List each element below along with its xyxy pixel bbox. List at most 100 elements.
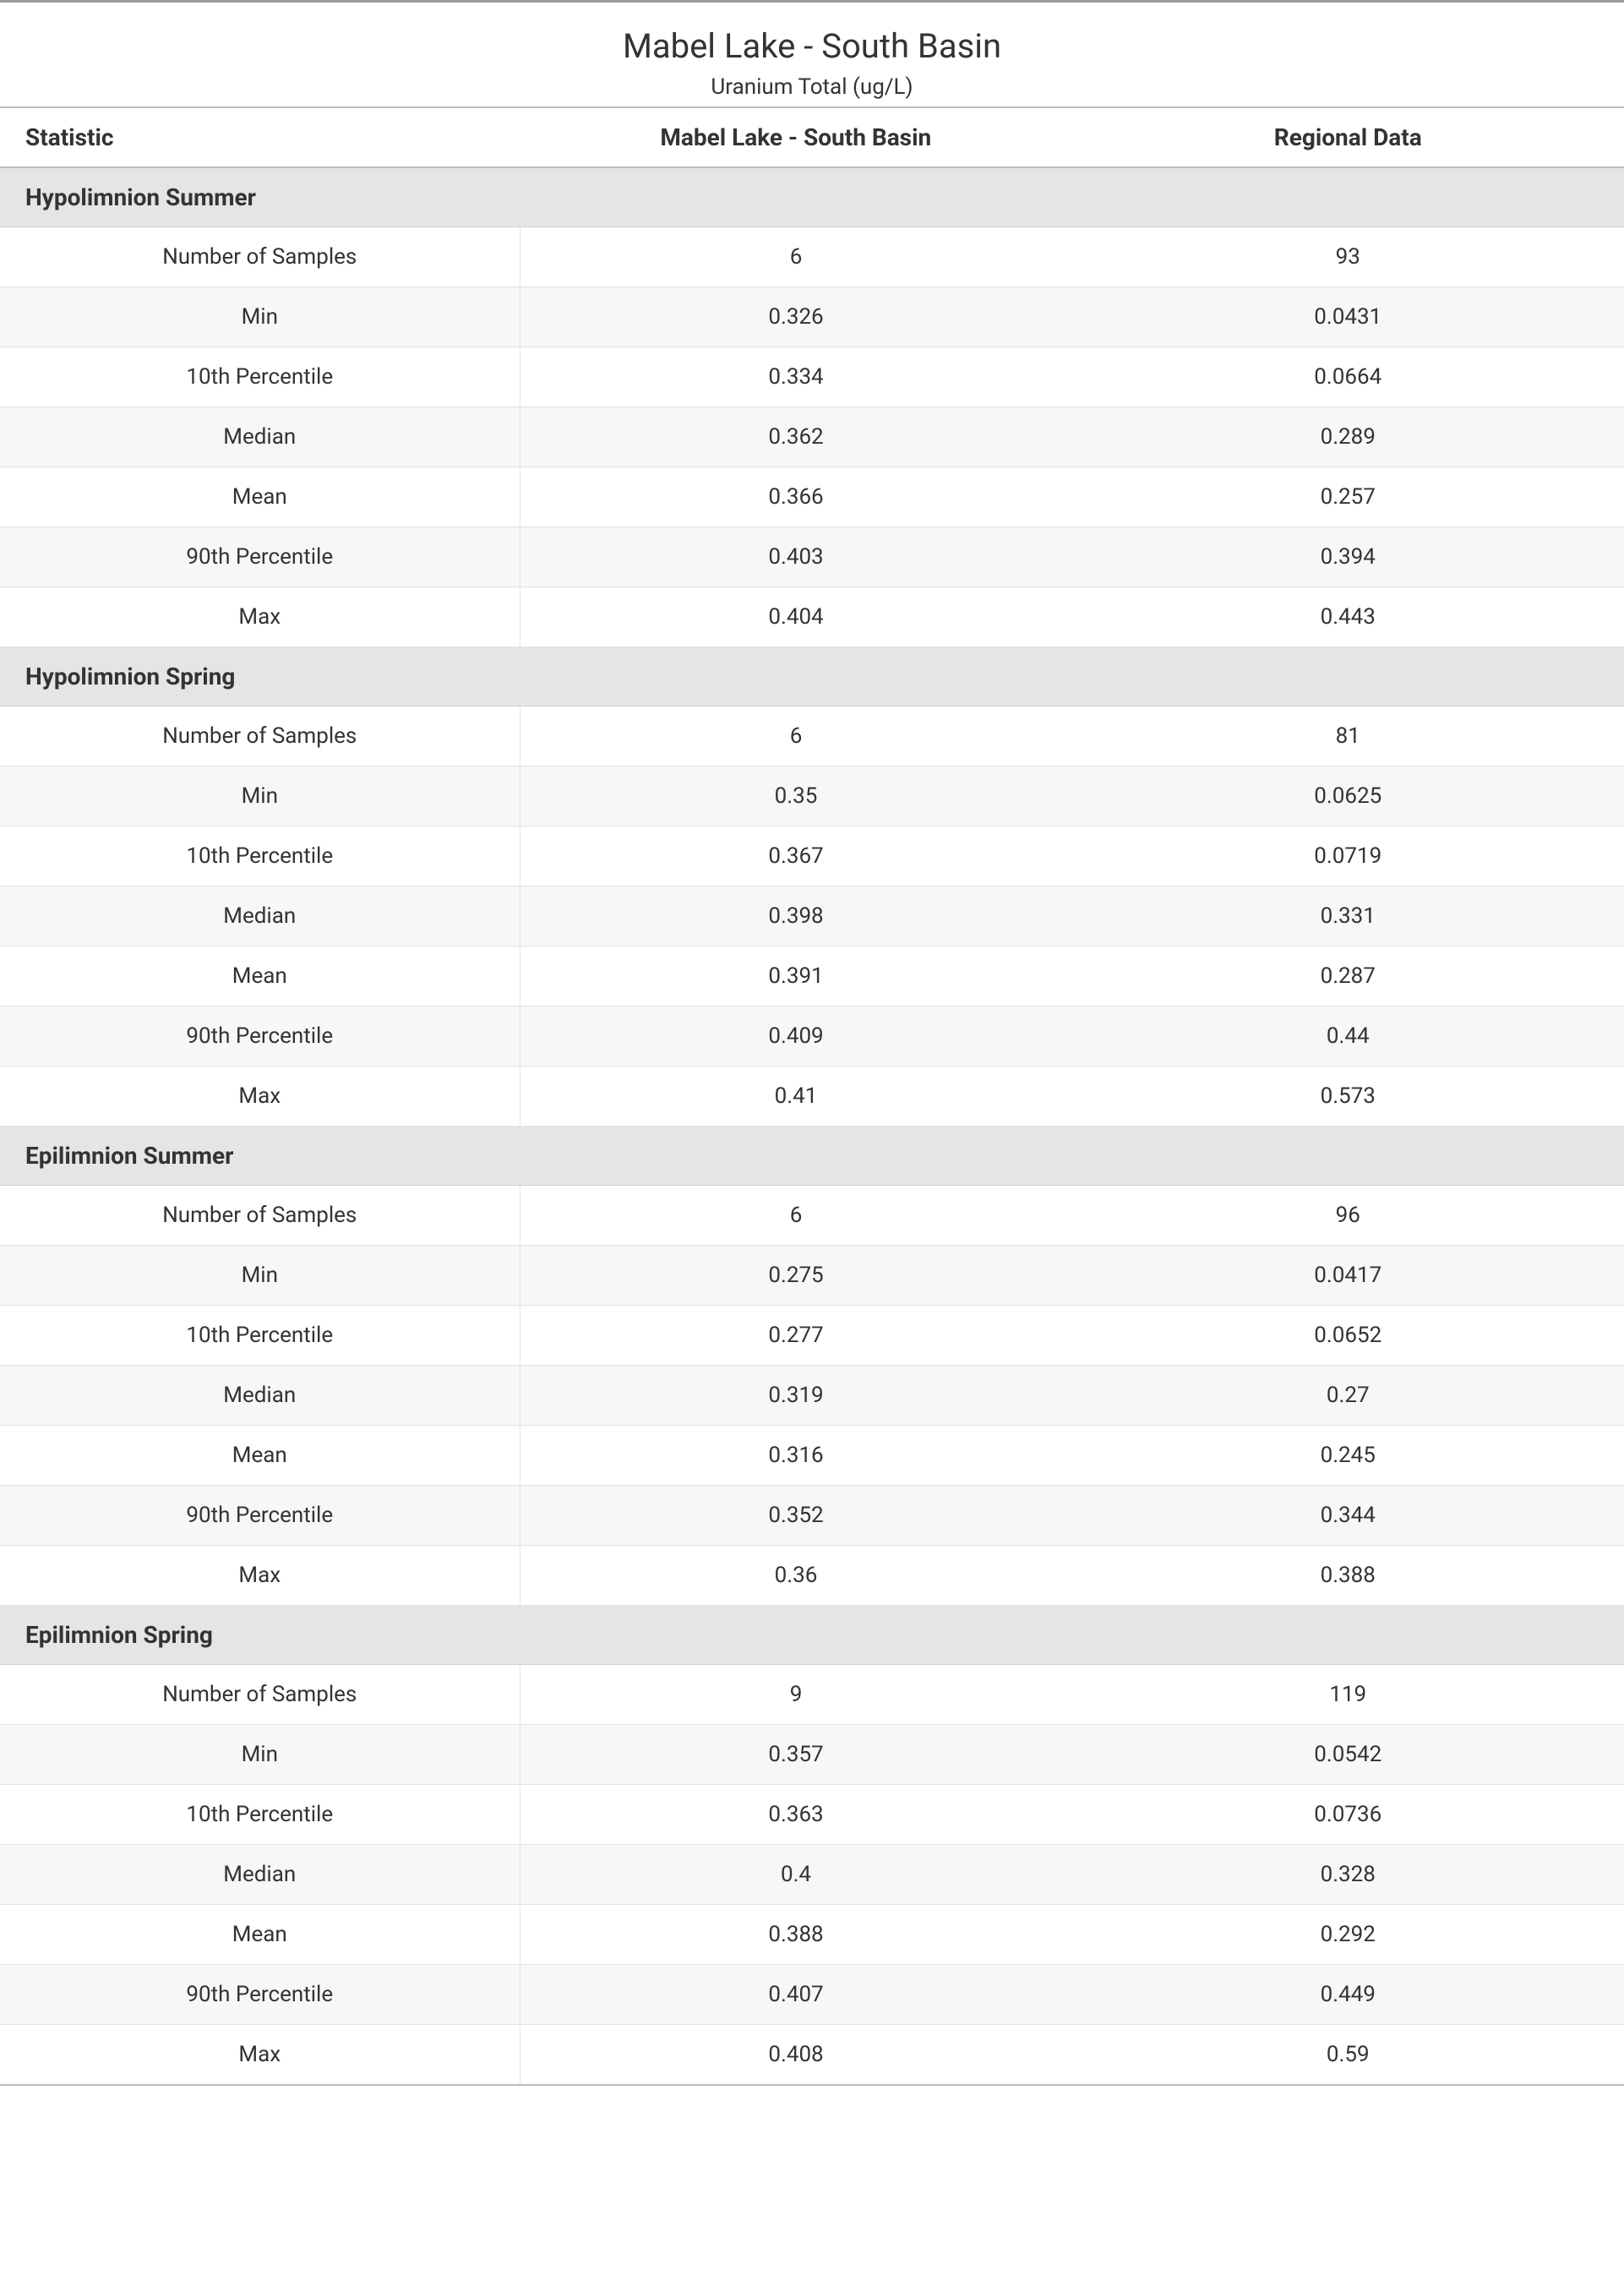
stat-label: 90th Percentile bbox=[0, 527, 520, 587]
stat-regional-value: 0.0625 bbox=[1072, 767, 1624, 827]
stat-regional-value: 0.44 bbox=[1072, 1007, 1624, 1067]
stat-site-value: 0.403 bbox=[520, 527, 1071, 587]
section-title: Hypolimnion Spring bbox=[0, 647, 1624, 707]
stat-regional-value: 0.344 bbox=[1072, 1486, 1624, 1546]
table-row: Min0.3260.0431 bbox=[0, 287, 1624, 347]
stat-regional-value: 0.59 bbox=[1072, 2025, 1624, 2086]
stat-site-value: 0.388 bbox=[520, 1905, 1071, 1965]
stat-label: Number of Samples bbox=[0, 1665, 520, 1725]
table-row: 90th Percentile0.4030.394 bbox=[0, 527, 1624, 587]
stat-label: Min bbox=[0, 1725, 520, 1785]
stat-site-value: 0.398 bbox=[520, 887, 1071, 947]
stat-site-value: 0.409 bbox=[520, 1007, 1071, 1067]
table-row: Min0.350.0625 bbox=[0, 767, 1624, 827]
stat-regional-value: 0.287 bbox=[1072, 947, 1624, 1007]
stat-site-value: 0.366 bbox=[520, 467, 1071, 527]
table-row: Median0.40.328 bbox=[0, 1845, 1624, 1905]
table-row: Median0.3980.331 bbox=[0, 887, 1624, 947]
page-subtitle: Uranium Total (ug/L) bbox=[0, 74, 1624, 100]
stat-label: Mean bbox=[0, 1905, 520, 1965]
table-header-row: Statistic Mabel Lake - South Basin Regio… bbox=[0, 107, 1624, 167]
table-row: 90th Percentile0.3520.344 bbox=[0, 1486, 1624, 1546]
table-row: Max0.4040.443 bbox=[0, 587, 1624, 647]
table-row: 10th Percentile0.3340.0664 bbox=[0, 347, 1624, 407]
stat-site-value: 6 bbox=[520, 227, 1071, 287]
stat-site-value: 0.319 bbox=[520, 1366, 1071, 1426]
table-row: Mean0.3660.257 bbox=[0, 467, 1624, 527]
stat-label: 10th Percentile bbox=[0, 1785, 520, 1845]
table-body: Hypolimnion SummerNumber of Samples693Mi… bbox=[0, 167, 1624, 2085]
table-row: 90th Percentile0.4090.44 bbox=[0, 1007, 1624, 1067]
stat-label: Min bbox=[0, 767, 520, 827]
page-title: Mabel Lake - South Basin bbox=[0, 26, 1624, 66]
stat-site-value: 0.277 bbox=[520, 1306, 1071, 1366]
stat-regional-value: 0.394 bbox=[1072, 527, 1624, 587]
stat-site-value: 9 bbox=[520, 1665, 1071, 1725]
stat-label: Max bbox=[0, 587, 520, 647]
stat-label: Min bbox=[0, 287, 520, 347]
stat-regional-value: 81 bbox=[1072, 707, 1624, 767]
stat-label: 90th Percentile bbox=[0, 1007, 520, 1067]
stat-site-value: 0.36 bbox=[520, 1546, 1071, 1606]
stat-regional-value: 93 bbox=[1072, 227, 1624, 287]
stat-regional-value: 0.0542 bbox=[1072, 1725, 1624, 1785]
col-header-regional: Regional Data bbox=[1072, 107, 1624, 167]
stat-label: Mean bbox=[0, 947, 520, 1007]
stat-site-value: 0.367 bbox=[520, 827, 1071, 887]
stat-label: Max bbox=[0, 2025, 520, 2086]
stat-site-value: 0.316 bbox=[520, 1426, 1071, 1486]
stat-label: Min bbox=[0, 1246, 520, 1306]
stat-site-value: 0.362 bbox=[520, 407, 1071, 467]
stat-regional-value: 0.292 bbox=[1072, 1905, 1624, 1965]
table-row: 10th Percentile0.3630.0736 bbox=[0, 1785, 1624, 1845]
stat-site-value: 0.404 bbox=[520, 587, 1071, 647]
stat-regional-value: 0.0417 bbox=[1072, 1246, 1624, 1306]
table-row: Number of Samples681 bbox=[0, 707, 1624, 767]
stat-regional-value: 96 bbox=[1072, 1186, 1624, 1246]
stat-regional-value: 0.331 bbox=[1072, 887, 1624, 947]
stat-regional-value: 0.0664 bbox=[1072, 347, 1624, 407]
stat-regional-value: 0.289 bbox=[1072, 407, 1624, 467]
stat-label: Median bbox=[0, 1366, 520, 1426]
stat-label: 10th Percentile bbox=[0, 1306, 520, 1366]
table-row: Max0.410.573 bbox=[0, 1067, 1624, 1127]
stat-regional-value: 0.443 bbox=[1072, 587, 1624, 647]
section-title: Epilimnion Summer bbox=[0, 1127, 1624, 1186]
stat-label: Number of Samples bbox=[0, 227, 520, 287]
report-container: Mabel Lake - South Basin Uranium Total (… bbox=[0, 0, 1624, 2086]
stat-regional-value: 0.27 bbox=[1072, 1366, 1624, 1426]
stat-label: Number of Samples bbox=[0, 1186, 520, 1246]
stat-label: 10th Percentile bbox=[0, 347, 520, 407]
table-row: Min0.3570.0542 bbox=[0, 1725, 1624, 1785]
stat-regional-value: 0.0652 bbox=[1072, 1306, 1624, 1366]
table-row: 10th Percentile0.2770.0652 bbox=[0, 1306, 1624, 1366]
stat-regional-value: 0.388 bbox=[1072, 1546, 1624, 1606]
stat-site-value: 0.41 bbox=[520, 1067, 1071, 1127]
section-title: Hypolimnion Summer bbox=[0, 167, 1624, 227]
stat-regional-value: 0.328 bbox=[1072, 1845, 1624, 1905]
statistics-table: Statistic Mabel Lake - South Basin Regio… bbox=[0, 106, 1624, 2086]
stat-label: Max bbox=[0, 1067, 520, 1127]
stat-site-value: 0.407 bbox=[520, 1965, 1071, 2025]
table-row: Median0.3190.27 bbox=[0, 1366, 1624, 1426]
stat-site-value: 0.352 bbox=[520, 1486, 1071, 1546]
stat-site-value: 0.334 bbox=[520, 347, 1071, 407]
stat-site-value: 6 bbox=[520, 1186, 1071, 1246]
section-header-row: Hypolimnion Summer bbox=[0, 167, 1624, 227]
stat-site-value: 0.35 bbox=[520, 767, 1071, 827]
stat-label: Mean bbox=[0, 467, 520, 527]
table-row: 90th Percentile0.4070.449 bbox=[0, 1965, 1624, 2025]
stat-regional-value: 0.449 bbox=[1072, 1965, 1624, 2025]
stat-regional-value: 119 bbox=[1072, 1665, 1624, 1725]
stat-regional-value: 0.257 bbox=[1072, 467, 1624, 527]
table-row: Min0.2750.0417 bbox=[0, 1246, 1624, 1306]
stat-site-value: 0.326 bbox=[520, 287, 1071, 347]
section-title: Epilimnion Spring bbox=[0, 1606, 1624, 1665]
stat-label: 10th Percentile bbox=[0, 827, 520, 887]
stat-regional-value: 0.573 bbox=[1072, 1067, 1624, 1127]
stat-label: Max bbox=[0, 1546, 520, 1606]
section-header-row: Epilimnion Summer bbox=[0, 1127, 1624, 1186]
col-header-site: Mabel Lake - South Basin bbox=[520, 107, 1071, 167]
section-header-row: Epilimnion Spring bbox=[0, 1606, 1624, 1665]
stat-site-value: 0.391 bbox=[520, 947, 1071, 1007]
